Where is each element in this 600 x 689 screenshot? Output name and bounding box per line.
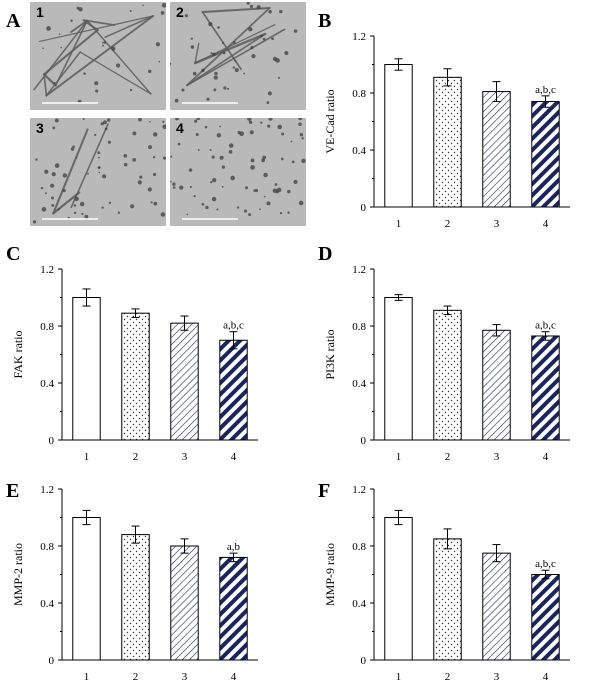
bar-2 [433, 76, 462, 208]
y-tick-label: 1.2 [40, 484, 54, 496]
bar-1 [72, 517, 101, 661]
bar-3 [482, 91, 511, 208]
y-tick-label: 0.8 [352, 88, 366, 100]
chart-plot-c: 0 0.4 0.8 1.2 FAK ratio 1 2 3 a,b,c 4 [11, 264, 258, 463]
chart-plot-e: 0 0.4 0.8 1.2 MMP-2 ratio 1 2 3 a,b 4 [11, 484, 258, 683]
micrograph-3: 3 [30, 118, 166, 226]
y-tick-label: 1.2 [352, 484, 366, 496]
chart-plot-b: 0 0.4 0.8 1.2 VE-Cad ratio 1 2 3 a,b,c 4 [323, 31, 570, 230]
significance-label: a,b,c [535, 84, 556, 96]
bar-4 [531, 574, 560, 661]
chart-plot-d: 0 0.4 0.8 1.2 PI3K ratio 1 2 3 a,b,c 4 [323, 264, 570, 463]
y-axis-label: PI3K ratio [323, 329, 337, 379]
x-tick-label: 1 [396, 451, 402, 463]
chart-pi3k: 0 0.4 0.8 1.2 PI3K ratio 1 2 3 a,b,c 4 [318, 255, 600, 469]
x-tick-label: 3 [494, 451, 500, 463]
significance-label: a,b,c [223, 320, 244, 332]
y-tick-label: 1.2 [352, 31, 366, 43]
y-axis-label: MMP-2 ratio [11, 543, 25, 606]
micrograph-2-image [170, 2, 306, 110]
chart-mmp2: 0 0.4 0.8 1.2 MMP-2 ratio 1 2 3 a,b 4 [6, 475, 288, 689]
micrograph-2-label: 2 [176, 4, 184, 20]
y-tick-label: 0 [49, 435, 55, 447]
x-tick-label: 2 [445, 451, 451, 463]
y-tick-label: 0 [361, 202, 367, 214]
x-tick-label: 4 [543, 451, 549, 463]
chart-fak: 0 0.4 0.8 1.2 FAK ratio 1 2 3 a,b,c 4 [6, 255, 288, 469]
bar-4 [219, 556, 248, 661]
x-tick-label: 4 [543, 218, 549, 230]
bar-4 [219, 339, 248, 441]
chart-plot-f: 0 0.4 0.8 1.2 MMP-9 ratio 1 2 3 a,b,c 4 [323, 484, 570, 683]
y-tick-label: 0.4 [352, 598, 366, 610]
chart-ve-cad: 0 0.4 0.8 1.2 VE-Cad ratio 1 2 3 a,b,c 4 [318, 22, 600, 236]
bar-1 [384, 297, 413, 441]
bar-2 [433, 538, 462, 661]
x-tick-label: 2 [445, 671, 451, 683]
bar-4 [531, 335, 560, 441]
micrograph-1-label: 1 [36, 4, 44, 20]
panel-letter-a: A [6, 10, 21, 32]
bar-3 [482, 329, 511, 441]
x-tick-label: 4 [231, 671, 237, 683]
chart-mmp9: 0 0.4 0.8 1.2 MMP-9 ratio 1 2 3 a,b,c 4 [318, 475, 600, 689]
x-tick-label: 1 [84, 671, 90, 683]
micrograph-2: 2 [170, 2, 306, 110]
micrograph-4-image [170, 118, 306, 226]
y-axis-label: FAK ratio [11, 330, 25, 378]
panel-letter-e: E [6, 480, 20, 502]
y-axis-label: VE-Cad ratio [323, 89, 337, 153]
bar-3 [170, 322, 199, 441]
micrograph-1: 1 [30, 2, 166, 110]
bar-4 [531, 101, 560, 208]
micrograph-4-label: 4 [176, 120, 184, 136]
y-tick-label: 0.4 [352, 378, 366, 390]
y-tick-label: 0.4 [40, 378, 54, 390]
x-tick-label: 1 [396, 218, 402, 230]
y-axis-label: MMP-9 ratio [323, 543, 337, 606]
y-tick-label: 0 [361, 655, 367, 667]
x-tick-label: 3 [182, 451, 188, 463]
y-tick-label: 0.8 [40, 321, 54, 333]
x-tick-label: 2 [133, 671, 139, 683]
y-tick-label: 0.8 [352, 321, 366, 333]
significance-label: a,b,c [535, 558, 556, 570]
panel-letter-d: D [318, 243, 333, 265]
panel-letter-b: B [318, 10, 332, 32]
bar-3 [482, 552, 511, 661]
y-tick-label: 0.8 [352, 541, 366, 553]
bar-1 [384, 64, 413, 208]
x-tick-label: 3 [494, 218, 500, 230]
significance-label: a,b [227, 541, 241, 553]
micrograph-3-image [30, 118, 166, 226]
bar-2 [121, 534, 150, 661]
y-tick-label: 0.4 [40, 598, 54, 610]
x-tick-label: 2 [445, 218, 451, 230]
micrograph-3-label: 3 [36, 120, 44, 136]
y-tick-label: 0.4 [352, 145, 366, 157]
x-tick-label: 4 [231, 451, 237, 463]
bar-3 [170, 545, 199, 661]
x-tick-label: 2 [133, 451, 139, 463]
panel-letter-c: C [6, 243, 21, 265]
x-tick-label: 1 [84, 451, 90, 463]
micrograph-1-image [30, 2, 166, 110]
x-tick-label: 3 [182, 671, 188, 683]
x-tick-label: 4 [543, 671, 549, 683]
x-tick-label: 3 [494, 671, 500, 683]
x-tick-label: 1 [396, 671, 402, 683]
bar-1 [384, 517, 413, 661]
y-tick-label: 1.2 [40, 264, 54, 276]
y-tick-label: 0 [361, 435, 367, 447]
bar-1 [72, 297, 101, 441]
significance-label: a,b,c [535, 320, 556, 332]
panel-letter-f: F [318, 480, 331, 502]
y-tick-label: 1.2 [352, 264, 366, 276]
bar-2 [121, 312, 150, 441]
y-tick-label: 0 [49, 655, 55, 667]
bar-2 [433, 309, 462, 441]
y-tick-label: 0.8 [40, 541, 54, 553]
micrograph-4: 4 [170, 118, 306, 226]
